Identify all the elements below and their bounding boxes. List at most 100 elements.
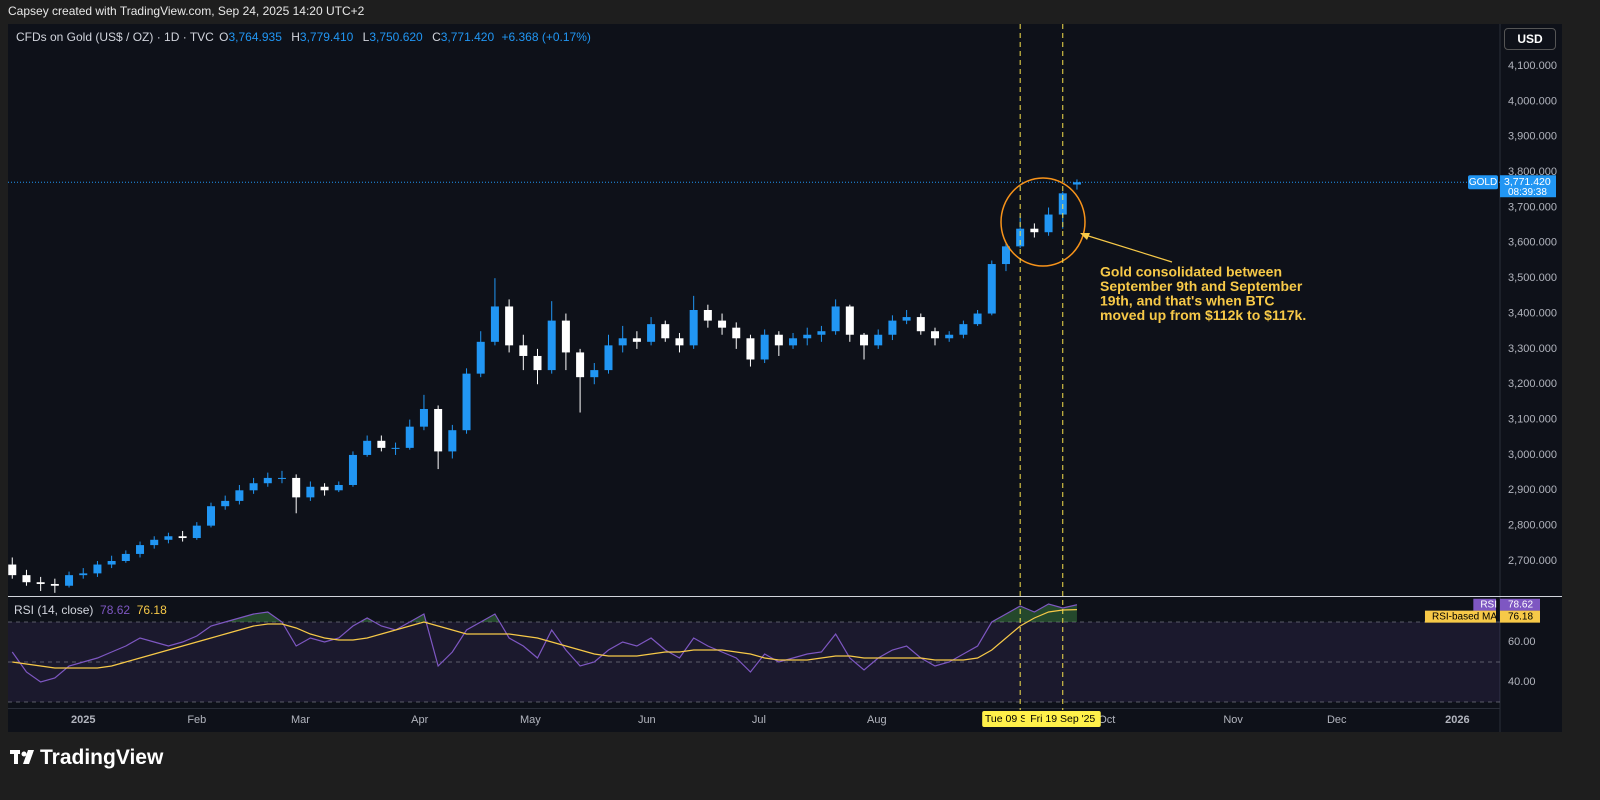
candle-body — [959, 324, 968, 335]
logo-text: TradingView — [40, 746, 164, 769]
candle-body — [405, 426, 414, 448]
x-tick-label: Dec — [1327, 714, 1347, 726]
x-tick-label: 2025 — [71, 714, 95, 726]
candle-body — [703, 310, 712, 321]
y-tick-label: 4,100.000 — [1508, 60, 1557, 72]
x-tick-label: Oct — [1098, 714, 1115, 726]
rsi-tag-name: RSI-based MA — [1432, 611, 1497, 622]
candle-body — [604, 345, 613, 371]
candle-body — [519, 345, 528, 356]
candle-body — [661, 324, 670, 339]
candle-body — [292, 477, 301, 498]
ohlc-value: 3,779.410 — [299, 30, 354, 44]
ohlc-value: 3,764.935 — [228, 30, 282, 44]
candle-body — [434, 408, 443, 452]
candle-body — [79, 573, 88, 576]
y-tick-label: 3,600.000 — [1508, 237, 1557, 249]
candle-body — [590, 370, 599, 378]
candle-body — [505, 306, 514, 346]
candle-body — [277, 477, 286, 479]
candle-body — [1058, 193, 1067, 215]
candle-body — [1030, 228, 1039, 233]
candle-body — [1001, 246, 1010, 265]
rsi-tag-value: 78.62 — [1508, 599, 1533, 610]
rsi-tick-label: 40.00 — [1508, 676, 1536, 688]
rsi-tag-bg — [1473, 598, 1496, 611]
rsi-title: RSI (14, close) — [14, 603, 94, 617]
y-tick-label: 3,100.000 — [1508, 413, 1557, 425]
candle-body — [1016, 228, 1025, 247]
candle-body — [221, 500, 230, 507]
y-tick-label: 3,200.000 — [1508, 378, 1557, 390]
ohlc-value: 3,750.620 — [369, 30, 423, 44]
x-tick-label: Jun — [638, 714, 656, 726]
candle-body — [107, 561, 116, 565]
chart-legend: CFDs on Gold (US$ / OZ) · 1D · TVC O3,76… — [16, 30, 595, 44]
candle-body — [50, 583, 59, 586]
candle-body — [65, 575, 74, 586]
x-tick-label: May — [520, 714, 541, 726]
candle-body — [207, 506, 216, 526]
candle-body — [902, 317, 911, 321]
candle-body — [164, 536, 173, 540]
x-tick-label: Aug — [867, 714, 887, 726]
chart-panel — [8, 24, 1562, 732]
ohlc-key: L — [362, 30, 370, 44]
x-tick-label: Jul — [752, 714, 766, 726]
candle-body — [774, 334, 783, 346]
rsi-value-bg — [1500, 598, 1540, 611]
y-tick-label: 3,900.000 — [1508, 131, 1557, 143]
rsi-value: 78.62 — [100, 603, 131, 617]
x-tick-label: Apr — [411, 714, 428, 726]
candle-body — [860, 334, 869, 346]
y-tick-label: 3,400.000 — [1508, 307, 1557, 319]
candle-body — [419, 408, 428, 427]
candle-body — [1072, 182, 1081, 185]
countdown: 08:39:38 — [1508, 187, 1547, 198]
x-tick-label: Mar — [291, 714, 310, 726]
candle-body — [647, 324, 656, 342]
candle-body — [121, 553, 130, 562]
x-tick-label: 2026 — [1445, 714, 1469, 726]
rsi-line — [12, 609, 1077, 669]
change: +6.368 (+0.17%) — [501, 30, 591, 44]
candle-body — [150, 539, 159, 546]
annotation-text: Gold consolidated between — [1100, 264, 1282, 280]
candle-body — [377, 440, 386, 448]
candle-body — [718, 320, 727, 328]
candle-body — [8, 564, 17, 576]
candle-body — [306, 486, 315, 498]
candle-body — [36, 582, 45, 584]
x-tick-label: Feb — [187, 714, 206, 726]
ohlc-key: O — [219, 30, 229, 44]
x-tick-label: Nov — [1223, 714, 1243, 726]
y-tick-label: 4,000.000 — [1508, 95, 1557, 107]
candle-body — [490, 306, 499, 342]
candle-body — [760, 334, 769, 360]
rsi-tag-name: RSI — [1480, 599, 1497, 610]
candle-body — [874, 334, 883, 346]
candle-body — [263, 477, 272, 484]
candle-body — [178, 536, 187, 539]
y-tick-label: 3,800.000 — [1508, 166, 1557, 178]
y-tick-label: 3,000.000 — [1508, 449, 1557, 461]
candle-body — [363, 440, 372, 455]
candle-body — [930, 331, 939, 339]
candle-body — [987, 264, 996, 314]
arrow-head — [1080, 233, 1090, 240]
candle-body — [22, 575, 31, 583]
y-tick-label: 3,700.000 — [1508, 201, 1557, 213]
candle-body — [945, 334, 954, 339]
candle-body — [817, 331, 826, 335]
candle-body — [618, 338, 627, 346]
y-tick-label: 2,900.000 — [1508, 484, 1557, 496]
y-tick-label: 2,800.000 — [1508, 520, 1557, 532]
candle-body — [391, 447, 400, 449]
logo: TradingView — [10, 746, 163, 770]
marker-label: Fri 19 Sep '25 — [1030, 713, 1095, 725]
candle-body — [334, 484, 343, 491]
candle-body — [235, 490, 244, 501]
candle-body — [916, 317, 925, 332]
currency-button[interactable]: USD — [1504, 28, 1556, 50]
candle-body — [576, 352, 585, 378]
